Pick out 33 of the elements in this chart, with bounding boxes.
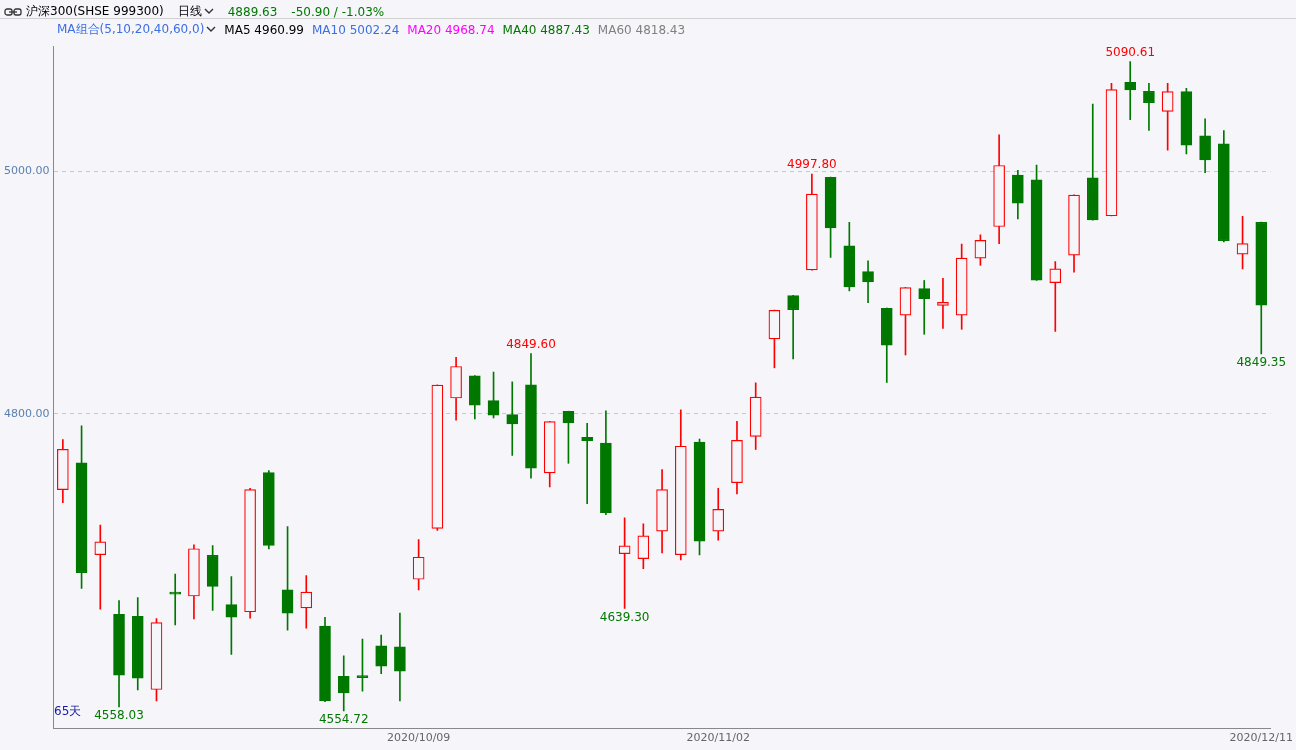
candlestick <box>94 524 107 610</box>
text: MA20 4968.74 <box>407 22 495 37</box>
candlestick <box>506 381 519 456</box>
text: 4889.63 <box>227 4 278 19</box>
x-tick-label: 2020/10/09 <box>386 731 451 745</box>
y-tick-label: 4800.00 <box>3 406 50 420</box>
text: -50.90 / -1.03% <box>291 4 385 19</box>
candlestick <box>918 280 931 335</box>
candlestick <box>581 423 593 505</box>
y-tick-label: 5000.00 <box>3 164 50 178</box>
chart-subtitle: 日线 <box>177 3 202 20</box>
x-tick-label: 2020/11/02 <box>686 731 750 745</box>
text: MA40 4887.43 <box>502 22 590 37</box>
annotation: 4554.72 <box>318 712 369 727</box>
candlestick <box>862 260 874 304</box>
annotation: 5090.61 <box>1105 44 1156 59</box>
chart-title: 沪深300(SHSE 999300) <box>26 3 164 20</box>
annotation: 4639.30 <box>599 609 650 624</box>
x-tick-label: 2020/12/11 <box>1229 731 1293 745</box>
text: MA组合(5,10,20,40,60,0) <box>57 21 206 38</box>
annotation: 4849.60 <box>506 336 556 351</box>
candlestick <box>1143 83 1155 131</box>
annotation: 4558.03 <box>94 708 144 723</box>
text: MA10 5002.24 <box>312 22 400 37</box>
annotation: 4849.35 <box>1236 355 1287 370</box>
candlestick <box>1124 61 1137 120</box>
text: MA60 4818.43 <box>597 22 686 37</box>
candlestick <box>787 294 799 360</box>
annotation: 4997.80 <box>787 157 837 172</box>
text: MA5 4960.99 <box>224 22 304 37</box>
annotation: 65天 <box>54 703 82 720</box>
candlestick <box>937 278 949 329</box>
candlestick <box>1049 261 1062 332</box>
